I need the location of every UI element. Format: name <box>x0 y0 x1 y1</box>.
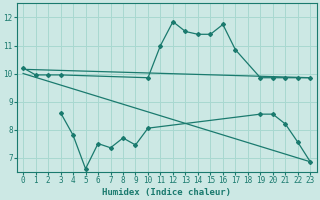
X-axis label: Humidex (Indice chaleur): Humidex (Indice chaleur) <box>102 188 231 197</box>
